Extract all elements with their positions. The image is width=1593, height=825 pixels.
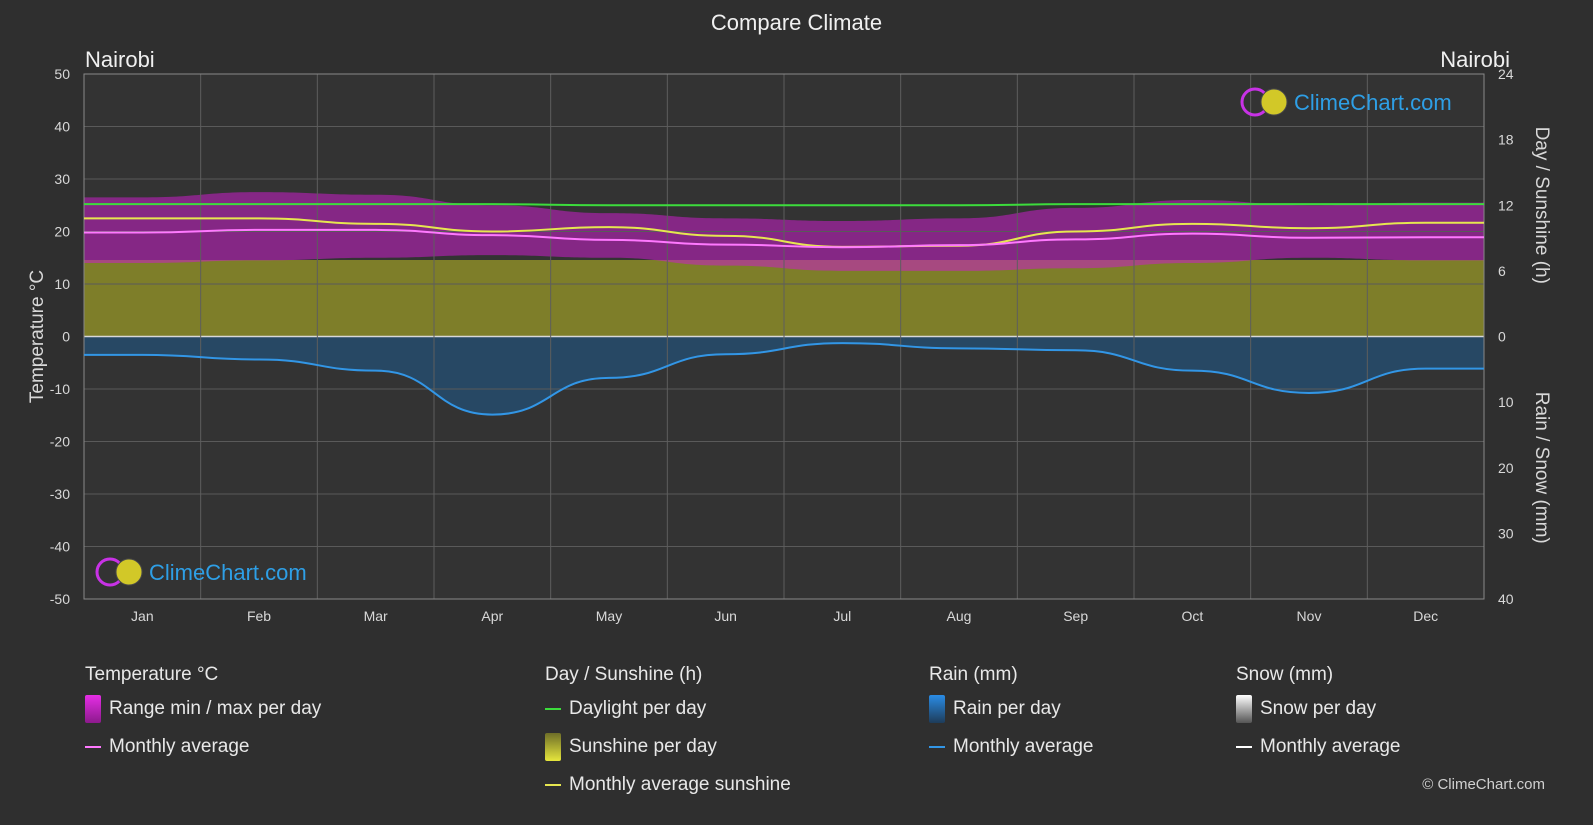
left-tick-label-0: 50 [54,66,70,82]
right-axis-title-rain: Rain / Snow (mm) [1531,392,1552,544]
left-tick-label-7: -20 [50,434,70,450]
page-title: Compare Climate [710,10,883,35]
snow-avg-swatch [1236,746,1252,748]
legend-rain-avg-label: Monthly average [953,736,1094,757]
legend-rain-avg: Monthly average [929,728,1093,766]
legend-temp-range: Range min / max per day [85,690,321,728]
snow-swatch [1236,695,1252,723]
legend-snow-per-day: Snow per day [1236,690,1400,728]
sunshine-swatch [545,733,561,761]
location-right: Nairobi [1440,47,1510,72]
right-rain-tick-3: 40 [1498,591,1514,607]
right-sun-tick-0: 24 [1498,66,1514,82]
sunshine-avg-swatch [545,784,561,786]
daylight-swatch [545,708,561,710]
month-label-sep: Sep [1063,608,1088,624]
right-rain-tick-1: 20 [1498,460,1514,476]
legend-snow-header: Snow (mm) [1236,664,1334,685]
month-label-jun: Jun [714,608,737,624]
right-sun-tick-4: 0 [1498,329,1506,345]
legend-temp-avg-label: Monthly average [109,736,250,757]
legend-temperature-header: Temperature °C [85,664,219,685]
legend-temp-range-label: Range min / max per day [109,698,322,719]
legend-sunshine-avg: Monthly average sunshine [545,766,791,804]
left-tick-label-10: -50 [50,591,70,607]
left-tick-label-9: -40 [50,539,70,555]
left-tick-label-3: 20 [54,224,70,240]
legend-rain-per-day: Rain per day [929,690,1093,728]
legend-snow-per-day-label: Snow per day [1260,698,1377,719]
month-label-jan: Jan [131,608,154,624]
top-logo-sun [1260,88,1288,116]
right-rain-tick-0: 10 [1498,394,1514,410]
legend-daylight-label: Daylight per day [569,698,707,719]
month-label-dec: Dec [1413,608,1438,624]
legend-temp-avg: Monthly average [85,728,321,766]
legend-rain: Rain (mm) Rain per day Monthly average [929,664,1093,766]
top-watermark-text: ClimeChart.com [1294,90,1452,115]
month-label-aug: Aug [947,608,972,624]
month-label-jul: Jul [833,608,851,624]
temperature-avg-line [84,228,1484,249]
month-label-oct: Oct [1181,608,1203,624]
right-sun-tick-1: 18 [1498,132,1514,148]
legend-sunshine-label: Sunshine per day [569,736,717,757]
left-tick-label-2: 30 [54,171,70,187]
right-sun-tick-2: 12 [1498,197,1514,213]
legend-sunshine-avg-label: Monthly average sunshine [569,774,791,795]
rain-avg-line [83,342,1484,416]
location-left: Nairobi [85,47,155,72]
sunshine-avg-line [83,217,1485,248]
legend-snow-avg: Monthly average [1236,728,1400,766]
bottom-watermark-text: ClimeChart.com [149,560,307,585]
right-sun-tick-3: 6 [1498,263,1506,279]
plot-frame [83,73,1485,600]
legend-sun-header: Day / Sunshine (h) [545,664,703,685]
bottom-logo-sun [115,558,143,586]
month-label-may: May [596,608,622,624]
daylight-line [84,203,1484,207]
month-label-apr: Apr [481,608,503,624]
legend-snow-avg-label: Monthly average [1260,736,1401,757]
rain-avg-swatch [929,746,945,748]
legend-rain-per-day-label: Rain per day [953,698,1061,719]
legend-sunshine: Sunshine per day [545,728,791,766]
legend-rain-header: Rain (mm) [929,664,1018,685]
temp-range-swatch [85,695,101,723]
left-tick-label-4: 10 [54,276,70,292]
month-label-nov: Nov [1297,608,1322,624]
right-rain-tick-2: 30 [1498,525,1514,541]
left-tick-label-1: 40 [54,119,70,135]
legend-daylight: Daylight per day [545,690,791,728]
left-axis-title: Temperature °C [27,270,48,403]
month-label-feb: Feb [247,608,271,624]
month-label-mar: Mar [364,608,388,624]
copyright-text: © ClimeChart.com [1422,776,1545,793]
right-axis-title-sun: Day / Sunshine (h) [1531,127,1552,284]
left-tick-label-8: -30 [50,486,70,502]
legend-snow: Snow (mm) Snow per day Monthly average [1236,664,1400,766]
left-tick-label-6: -10 [50,381,70,397]
temp-avg-swatch [85,746,101,748]
legend-temperature: Temperature °C Range min / max per day M… [85,664,321,766]
legend-sun: Day / Sunshine (h) Daylight per day Suns… [545,664,791,804]
rain-swatch [929,695,945,723]
left-tick-label-5: 0 [62,329,70,345]
